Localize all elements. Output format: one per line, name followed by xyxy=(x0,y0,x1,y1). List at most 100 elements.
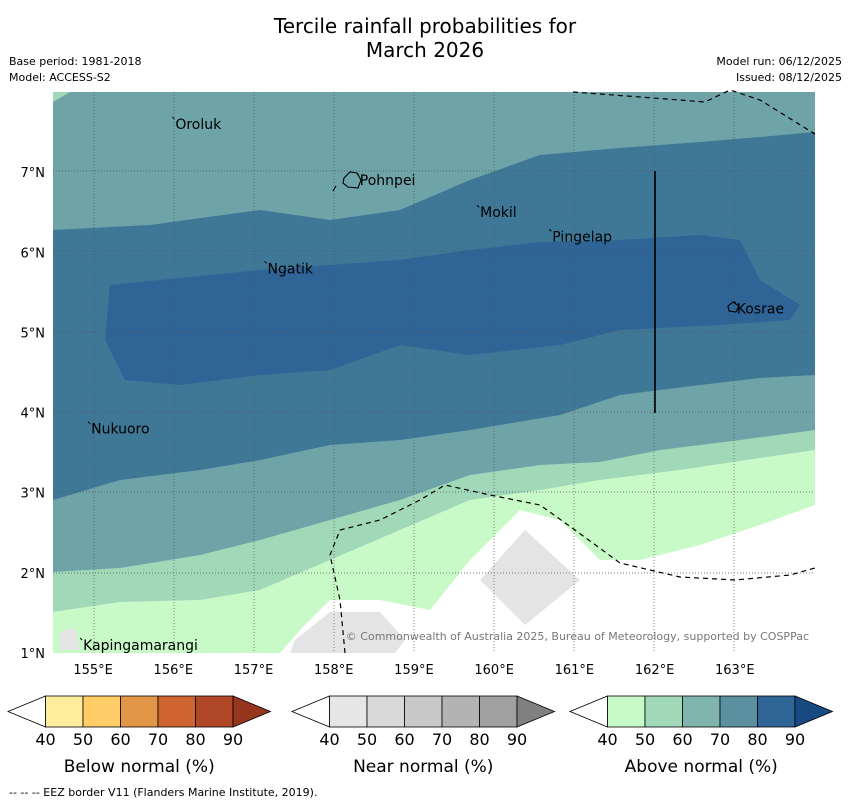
colorbar-tick-label: 50 xyxy=(73,730,93,749)
copyright-notice: © Commonwealth of Australia 2025, Bureau… xyxy=(346,630,809,643)
place-label-ngatik: Ngatik xyxy=(268,261,314,277)
lat-tick-label: 6°N xyxy=(21,246,46,261)
colorbar-right-arrow xyxy=(794,695,834,728)
lon-tick-label: 160°E xyxy=(474,663,514,678)
colorbar-tick-label: 40 xyxy=(597,730,617,749)
colorbar-segment xyxy=(682,695,721,728)
place-label-pingelap: Pingelap xyxy=(552,229,612,245)
colorbar-segment xyxy=(45,695,84,728)
place-label-pohnpei: Pohnpei xyxy=(360,173,416,189)
colorbar-tick-label: 60 xyxy=(110,730,130,749)
colorbar-segment xyxy=(757,695,796,728)
colorbar-tick-label: 70 xyxy=(148,730,168,749)
colorbar-tick-label: 40 xyxy=(35,730,55,749)
colorbar-segment xyxy=(366,695,405,728)
place-marker-mokil xyxy=(476,204,480,208)
colorbar-segment xyxy=(607,695,646,728)
colorbar-tick-label: 70 xyxy=(432,730,452,749)
pohnpei-island-shape xyxy=(342,171,362,189)
place-marker-kosrae xyxy=(733,301,737,304)
eez-border-south xyxy=(329,484,816,654)
place-marker-oroluk xyxy=(171,116,175,120)
lon-tick-label: 156°E xyxy=(154,663,194,678)
islands xyxy=(332,171,740,313)
lat-tick-label: 2°N xyxy=(21,567,46,582)
colorbar-tick-label: 40 xyxy=(319,730,339,749)
colorbar-segment xyxy=(329,695,368,728)
longitude-tick-labels: 155°E 156°E 157°E 158°E 159°E 160°E 161°E 162°E… xyxy=(73,663,754,678)
model-run: Model run: 06/12/2025 xyxy=(716,55,842,68)
meta-left: Base period: 1981-2018 Model: ACCESS-S2 xyxy=(9,54,141,86)
lat-tick-label: 1°N xyxy=(21,647,46,662)
colorbar-segment xyxy=(479,695,518,728)
title-line-1: Tercile rainfall probabilities for xyxy=(273,14,577,38)
place-label-kapingamarangi: Kapingamarangi xyxy=(83,638,198,654)
field-50 xyxy=(53,450,815,653)
colorbar-1: 40 50 60 70 80 90 Below normal (%) xyxy=(6,695,272,777)
place-label-kosrae: Kosrae xyxy=(737,301,784,317)
lat-tick-label: 3°N xyxy=(21,487,46,502)
colorbar-title: Below normal (%) xyxy=(64,757,215,777)
ant-atoll-mark xyxy=(332,185,337,192)
colorbar-right-arrow xyxy=(232,695,272,728)
base-period: Base period: 1981-2018 xyxy=(9,55,142,68)
grid-lines xyxy=(53,92,815,653)
model-name: Model: ACCESS-S2 xyxy=(9,71,111,84)
colorbar-segment xyxy=(644,695,683,728)
colorbar-segment xyxy=(157,695,196,728)
lat-tick-label: 5°N xyxy=(21,326,46,341)
colorbar-tick-label: 80 xyxy=(185,730,205,749)
colorbar-left-arrow xyxy=(290,695,330,728)
lon-tick-label: 158°E xyxy=(314,663,354,678)
colorbar-tick-label: 90 xyxy=(785,730,805,749)
place-marker-ngatik xyxy=(264,260,267,264)
colorbar-left-arrow xyxy=(568,695,608,728)
place-marker-pohnpei xyxy=(356,172,360,176)
title-line-2: March 2026 xyxy=(365,38,485,62)
colorbar-tick-label: 90 xyxy=(223,730,243,749)
kosrae-island-shape xyxy=(727,301,740,313)
colorbar-segment xyxy=(441,695,480,728)
lon-tick-label: 162°E xyxy=(635,663,675,678)
field-90 xyxy=(105,235,800,385)
colorbar-2: 40 50 60 70 80 90 Near normal (%) xyxy=(290,695,556,777)
colorbar-tick-label: 80 xyxy=(747,730,767,749)
colorbar-title: Near normal (%) xyxy=(353,757,493,777)
place-marker-kapingamarangi xyxy=(79,637,83,641)
eez-footnote: -- -- -- EEZ border V11 (Flanders Marine… xyxy=(9,786,318,799)
colorbar-tick-label: 90 xyxy=(507,730,527,749)
lon-tick-label: 159°E xyxy=(394,663,434,678)
colorbar-left-arrow xyxy=(6,695,46,728)
place-marker-pingelap xyxy=(548,228,552,232)
chart-title: Tercile rainfall probabilities for March… xyxy=(0,14,850,62)
lat-tick-label: 7°N xyxy=(21,166,46,181)
colorbar-tick-label: 50 xyxy=(635,730,655,749)
colorbar-tick-label: 80 xyxy=(469,730,489,749)
eez-border-north xyxy=(572,89,816,135)
field-near-normal xyxy=(60,530,580,653)
lon-tick-label: 157°E xyxy=(234,663,274,678)
colorbar-segment xyxy=(120,695,159,728)
place-marker-nukuoro xyxy=(87,421,91,424)
lat-tick-label: 4°N xyxy=(21,407,46,422)
place-label-oroluk: Oroluk xyxy=(175,117,222,133)
probability-fields xyxy=(53,92,815,653)
meta-right: Model run: 06/12/2025 Issued: 08/12/2025 xyxy=(716,54,842,86)
colorbar-tick-label: 70 xyxy=(710,730,730,749)
place-label-nukuoro: Nukuoro xyxy=(91,422,149,438)
lon-tick-label: 155°E xyxy=(73,663,113,678)
colorbars: 40 50 60 70 80 90 Below normal (%) 40 50 60 70 80 90… xyxy=(6,695,834,777)
colorbar-segment xyxy=(195,695,234,728)
colorbar-title: Above normal (%) xyxy=(625,757,778,777)
colorbar-tick-label: 60 xyxy=(672,730,692,749)
place-label-mokil: Mokil xyxy=(480,205,517,221)
colorbar-segment xyxy=(404,695,443,728)
colorbar-right-arrow xyxy=(516,695,556,728)
colorbar-segment xyxy=(719,695,758,728)
colorbar-tick-label: 60 xyxy=(394,730,414,749)
colorbar-tick-label: 50 xyxy=(357,730,377,749)
lon-tick-label: 163°E xyxy=(715,663,755,678)
colorbar-3: 40 50 60 70 80 90 Above normal (%) xyxy=(568,695,834,777)
lon-tick-label: 161°E xyxy=(555,663,595,678)
